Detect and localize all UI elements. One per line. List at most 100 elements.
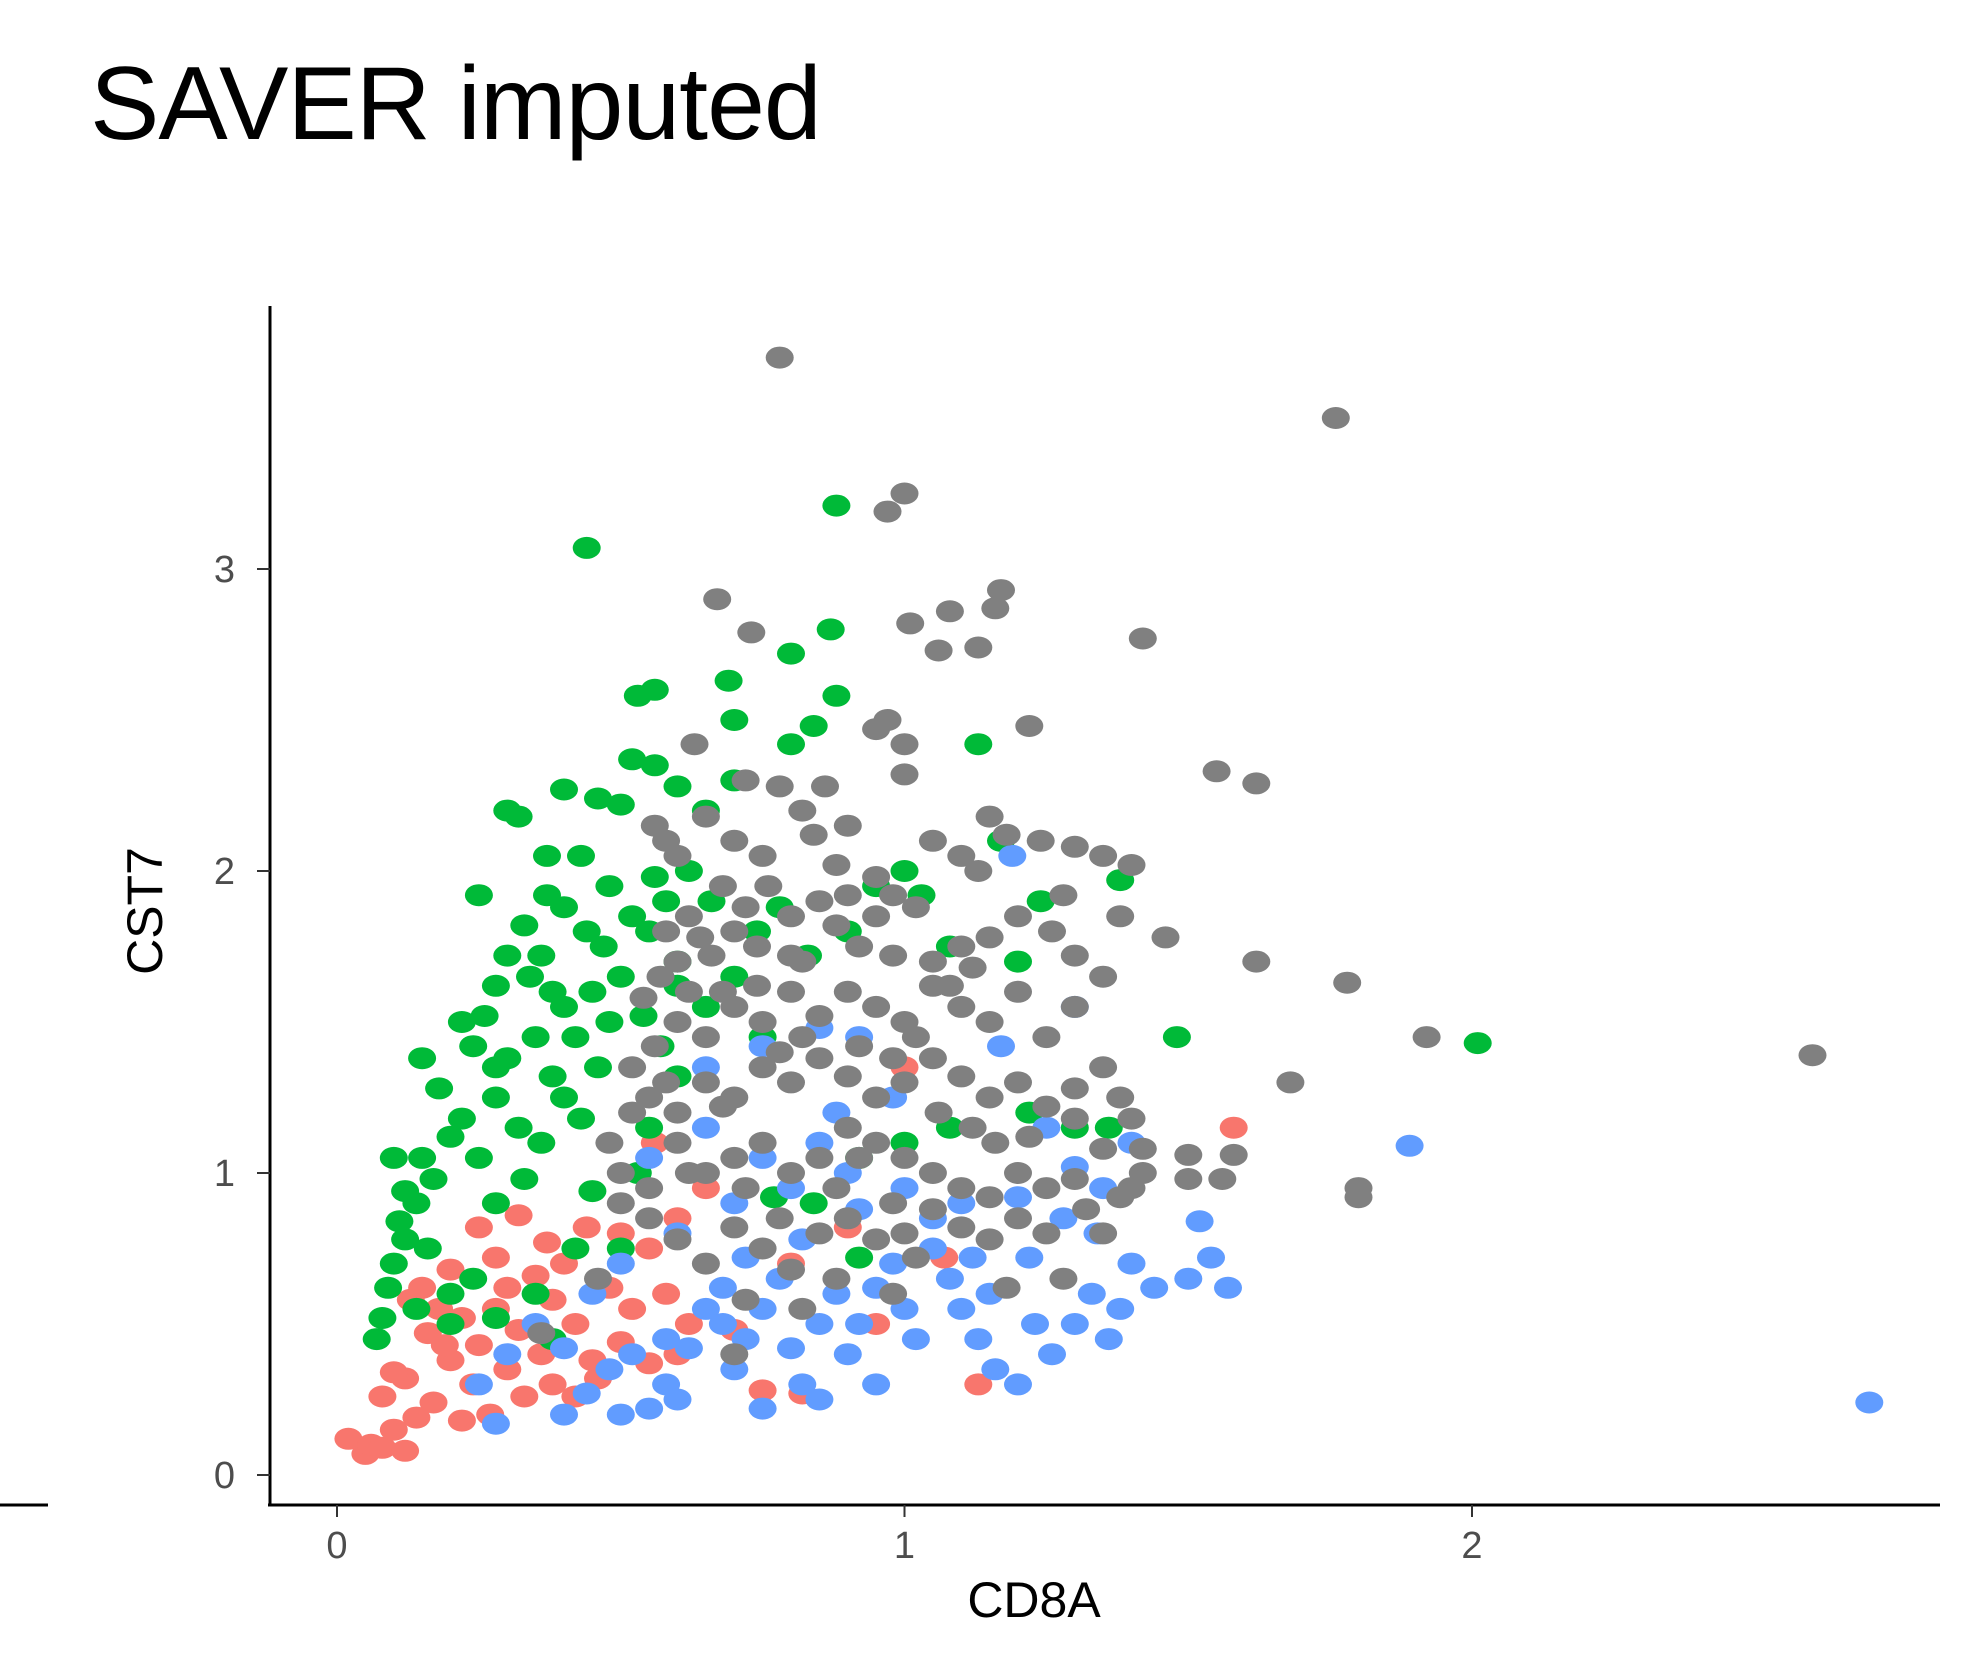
data-point [896,612,925,635]
x-tick-label: 2 [1461,1525,1482,1567]
data-point [572,536,601,559]
data-point [618,905,647,928]
data-point [765,775,794,798]
data-point [947,1192,976,1215]
data-point [1214,1276,1242,1299]
data-point [584,1056,612,1079]
data-point [975,1011,1004,1033]
data-point [652,829,681,852]
data-point [663,1228,692,1251]
data-point [379,1361,408,1384]
data-point [720,920,749,943]
data-point [686,926,715,949]
data-point [595,1011,624,1033]
data-point [663,775,692,798]
data-point [368,1385,397,1408]
data-point [629,986,658,1009]
data-point [640,678,669,701]
data-point [845,935,874,958]
data-point [691,1177,720,1200]
data-point [1089,965,1118,988]
data-point [703,588,732,611]
data-point [1174,1267,1203,1290]
data-point [481,1307,510,1329]
data-point [748,1379,777,1402]
data-point [481,1056,510,1079]
data-point [652,1282,681,1305]
data-point [845,1246,874,1269]
data-point [408,1146,437,1169]
data-point [748,1011,777,1033]
data-point [459,1035,488,1058]
data-point [1032,1222,1061,1245]
data-point [1412,1026,1441,1049]
data-point [402,1297,431,1320]
data-point [879,884,908,907]
data-point [425,1077,454,1100]
data-point [947,1297,976,1320]
data-point [731,1177,760,1200]
data-point [527,1322,556,1345]
data-point [890,1071,919,1094]
data-point [743,935,771,958]
data-point [1004,1071,1032,1094]
data-point [1015,1125,1044,1148]
points-layer [334,346,1884,1465]
data-point [1032,1095,1061,1118]
data-point [748,1146,777,1169]
data-point [538,1373,567,1396]
data-point [845,1146,874,1169]
data-point [879,1282,908,1305]
data-point [777,642,805,665]
data-point [720,829,749,852]
x-tick-label: 0 [326,1525,347,1567]
data-point [890,1146,919,1169]
data-point [652,890,681,913]
data-point [464,1216,493,1239]
data-point [362,1328,391,1351]
data-point [550,995,578,1018]
data-point [958,956,987,979]
data-point [481,974,510,997]
data-point [708,1313,737,1335]
data-point [533,844,561,867]
data-point [743,920,771,943]
data-point [663,1131,692,1154]
data-point [975,1228,1004,1251]
data-point [550,1403,578,1426]
data-point [1004,1373,1032,1396]
data-point [1004,1162,1032,1184]
data-point [788,799,817,822]
data-point [606,965,635,988]
data-point [1321,407,1350,429]
data-point [618,748,647,771]
data-point [879,1047,908,1070]
data-point [805,1146,834,1169]
data-point [737,621,766,644]
data-point [788,1373,817,1396]
data-point [918,1047,947,1070]
data-point [1004,950,1032,973]
data-point [879,944,908,967]
data-point [436,1313,465,1335]
data-point [805,1388,834,1411]
data-point [493,944,522,967]
data-point [1032,1026,1061,1049]
data-point [947,1216,976,1239]
data-point [975,805,1004,828]
data-point [606,1162,635,1184]
data-point [618,1297,647,1320]
data-point [862,995,891,1018]
data-point [777,733,805,756]
data-point [691,1056,720,1079]
data-point [436,1125,465,1148]
data-point [1242,950,1271,973]
data-point [1174,1168,1203,1190]
data-point [805,1005,834,1027]
data-point [589,935,618,958]
data-point [629,1005,658,1027]
data-point [691,1026,720,1049]
data-point [822,914,851,937]
data-point [1344,1186,1373,1209]
data-point [1197,1246,1225,1269]
